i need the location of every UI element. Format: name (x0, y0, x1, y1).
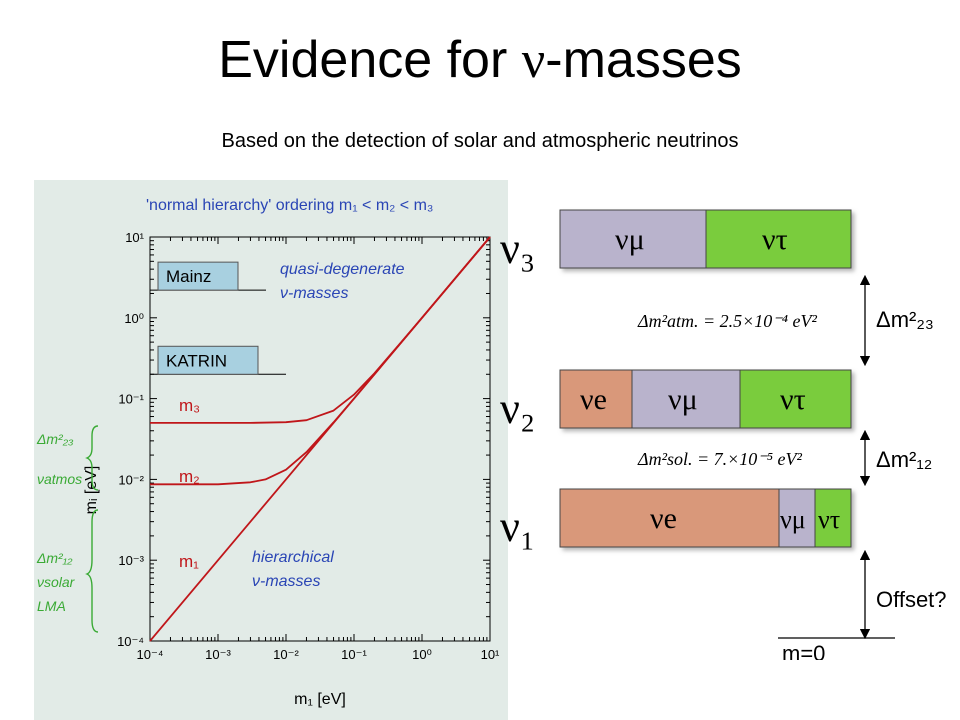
atm-brace (85, 425, 99, 491)
x-tick-label: 10¹ (481, 647, 500, 662)
chart-heading: 'normal hierarchy' ordering m₁ < m₂ < m₃ (146, 197, 433, 214)
atm-nu-label: νatmos (37, 471, 82, 487)
hierarchical-annotation: hierarchical ν-masses (252, 549, 334, 590)
atm-formula: Δm²atm. = 2.5×10⁻⁴ eV² (637, 311, 817, 331)
mass-level-diagram: ν₃ νμ ντ ν₂ νe νμ ντ ν₁ νe νμ ντ Δm²atm.… (500, 209, 947, 660)
nu1-bar (559, 488, 852, 548)
nu2-tau-segment (739, 369, 852, 429)
slide-title: Evidence for ν-masses (0, 30, 960, 90)
nu3-label: ν₃ (500, 224, 535, 273)
sol-nu-label: νsolar (37, 574, 76, 590)
lma-label: LMA (37, 598, 66, 614)
quasi-line-2: ν-masses (280, 285, 348, 302)
x-ticks: 10⁻⁴ 10⁻³ 10⁻² 10⁻¹ 10⁰ 10¹ (137, 237, 500, 662)
nu2-label: ν₂ (500, 384, 535, 433)
nu1-tau-segment (814, 488, 852, 548)
green-annotations: Δm²₂₃ νatmos Δm²₁₂ νsolar LMA (36, 425, 99, 633)
limit-label-katrin: KATRIN (166, 351, 227, 370)
y-tick-label: 10⁰ (124, 311, 144, 326)
sol-delta-label: Δm²₁₂ (36, 550, 73, 566)
y-ticks: 10⁻⁴ 10⁻³ 10⁻² 10⁻¹ 10⁰ 10¹ (117, 230, 490, 649)
sol-formula: Δm²sol. = 7.×10⁻⁵ eV² (637, 449, 803, 469)
x-tick-label: 10⁻⁴ (137, 647, 164, 662)
mass-curves (149, 236, 491, 642)
label-m3: m₃ (179, 396, 200, 415)
nu2-mu-segment (631, 369, 741, 429)
curve-m3 (150, 236, 491, 424)
x-tick-label: 10⁻¹ (341, 647, 367, 662)
zero-mass-label: m=0 (782, 641, 825, 660)
limit-label-mainz: Mainz (166, 267, 211, 286)
nu3-tau-text: ντ (762, 223, 788, 256)
title-nu-symbol: ν (521, 32, 546, 89)
dm23-label: Δm²₂₃ (876, 307, 934, 332)
sol-brace (85, 509, 99, 633)
limit-lines: Mainz KATRIN (150, 261, 286, 375)
mass-plot: 'normal hierarchy' ordering m₁ < m₂ < m₃… (34, 180, 508, 720)
nu3-mu-segment (559, 209, 707, 269)
title-suffix: -masses (545, 31, 742, 89)
y-tick-label: 10⁻² (118, 472, 144, 487)
x-axis-label: m₁ [eV] (294, 691, 346, 708)
x-tick-label: 10⁻³ (205, 647, 231, 662)
nu1-e-segment (559, 488, 780, 548)
nu2-tau-text: ντ (780, 383, 806, 416)
nu2-bar (559, 369, 852, 429)
nu3-bar (559, 209, 852, 269)
nu3-mu-text: νμ (615, 223, 645, 256)
quasi-degenerate-annotation: quasi-degenerate ν-masses (280, 261, 405, 302)
y-tick-label: 10⁻¹ (118, 392, 144, 407)
limit-box-mainz (157, 261, 239, 291)
quasi-line-1: quasi-degenerate (280, 261, 405, 278)
label-m2: m₂ (179, 467, 200, 486)
plot-background (34, 180, 508, 720)
x-tick-label: 10⁰ (412, 647, 432, 662)
nu1-label: ν₁ (500, 502, 535, 551)
y-axis-label: mᵢ [eV] (83, 466, 100, 515)
atm-delta-label: Δm²₂₃ (36, 431, 74, 447)
hier-line-1: hierarchical (252, 549, 334, 566)
nu2-mu-text: νμ (668, 383, 698, 416)
label-m1: m₁ (179, 552, 199, 571)
limit-box-katrin (157, 345, 259, 375)
nu1-e-text: νe (650, 502, 677, 535)
x-tick-label: 10⁻² (273, 647, 299, 662)
y-tick-label: 10⁻³ (118, 553, 144, 568)
y-tick-label: 10⁻⁴ (117, 634, 144, 649)
nu1-mu-text: νμ (780, 505, 806, 534)
nu2-e-text: νe (580, 383, 607, 416)
nu3-tau-segment (705, 209, 852, 269)
slide-subtitle: Based on the detection of solar and atmo… (221, 130, 739, 152)
dm12-label: Δm²₁₂ (876, 447, 932, 472)
offset-label: Offset? (876, 587, 947, 612)
y-tick-label: 10¹ (125, 230, 144, 245)
plot-frame (149, 236, 491, 642)
hier-line-2: ν-masses (252, 573, 320, 590)
nu1-tau-text: ντ (818, 505, 840, 534)
title-prefix: Evidence for (218, 31, 522, 89)
